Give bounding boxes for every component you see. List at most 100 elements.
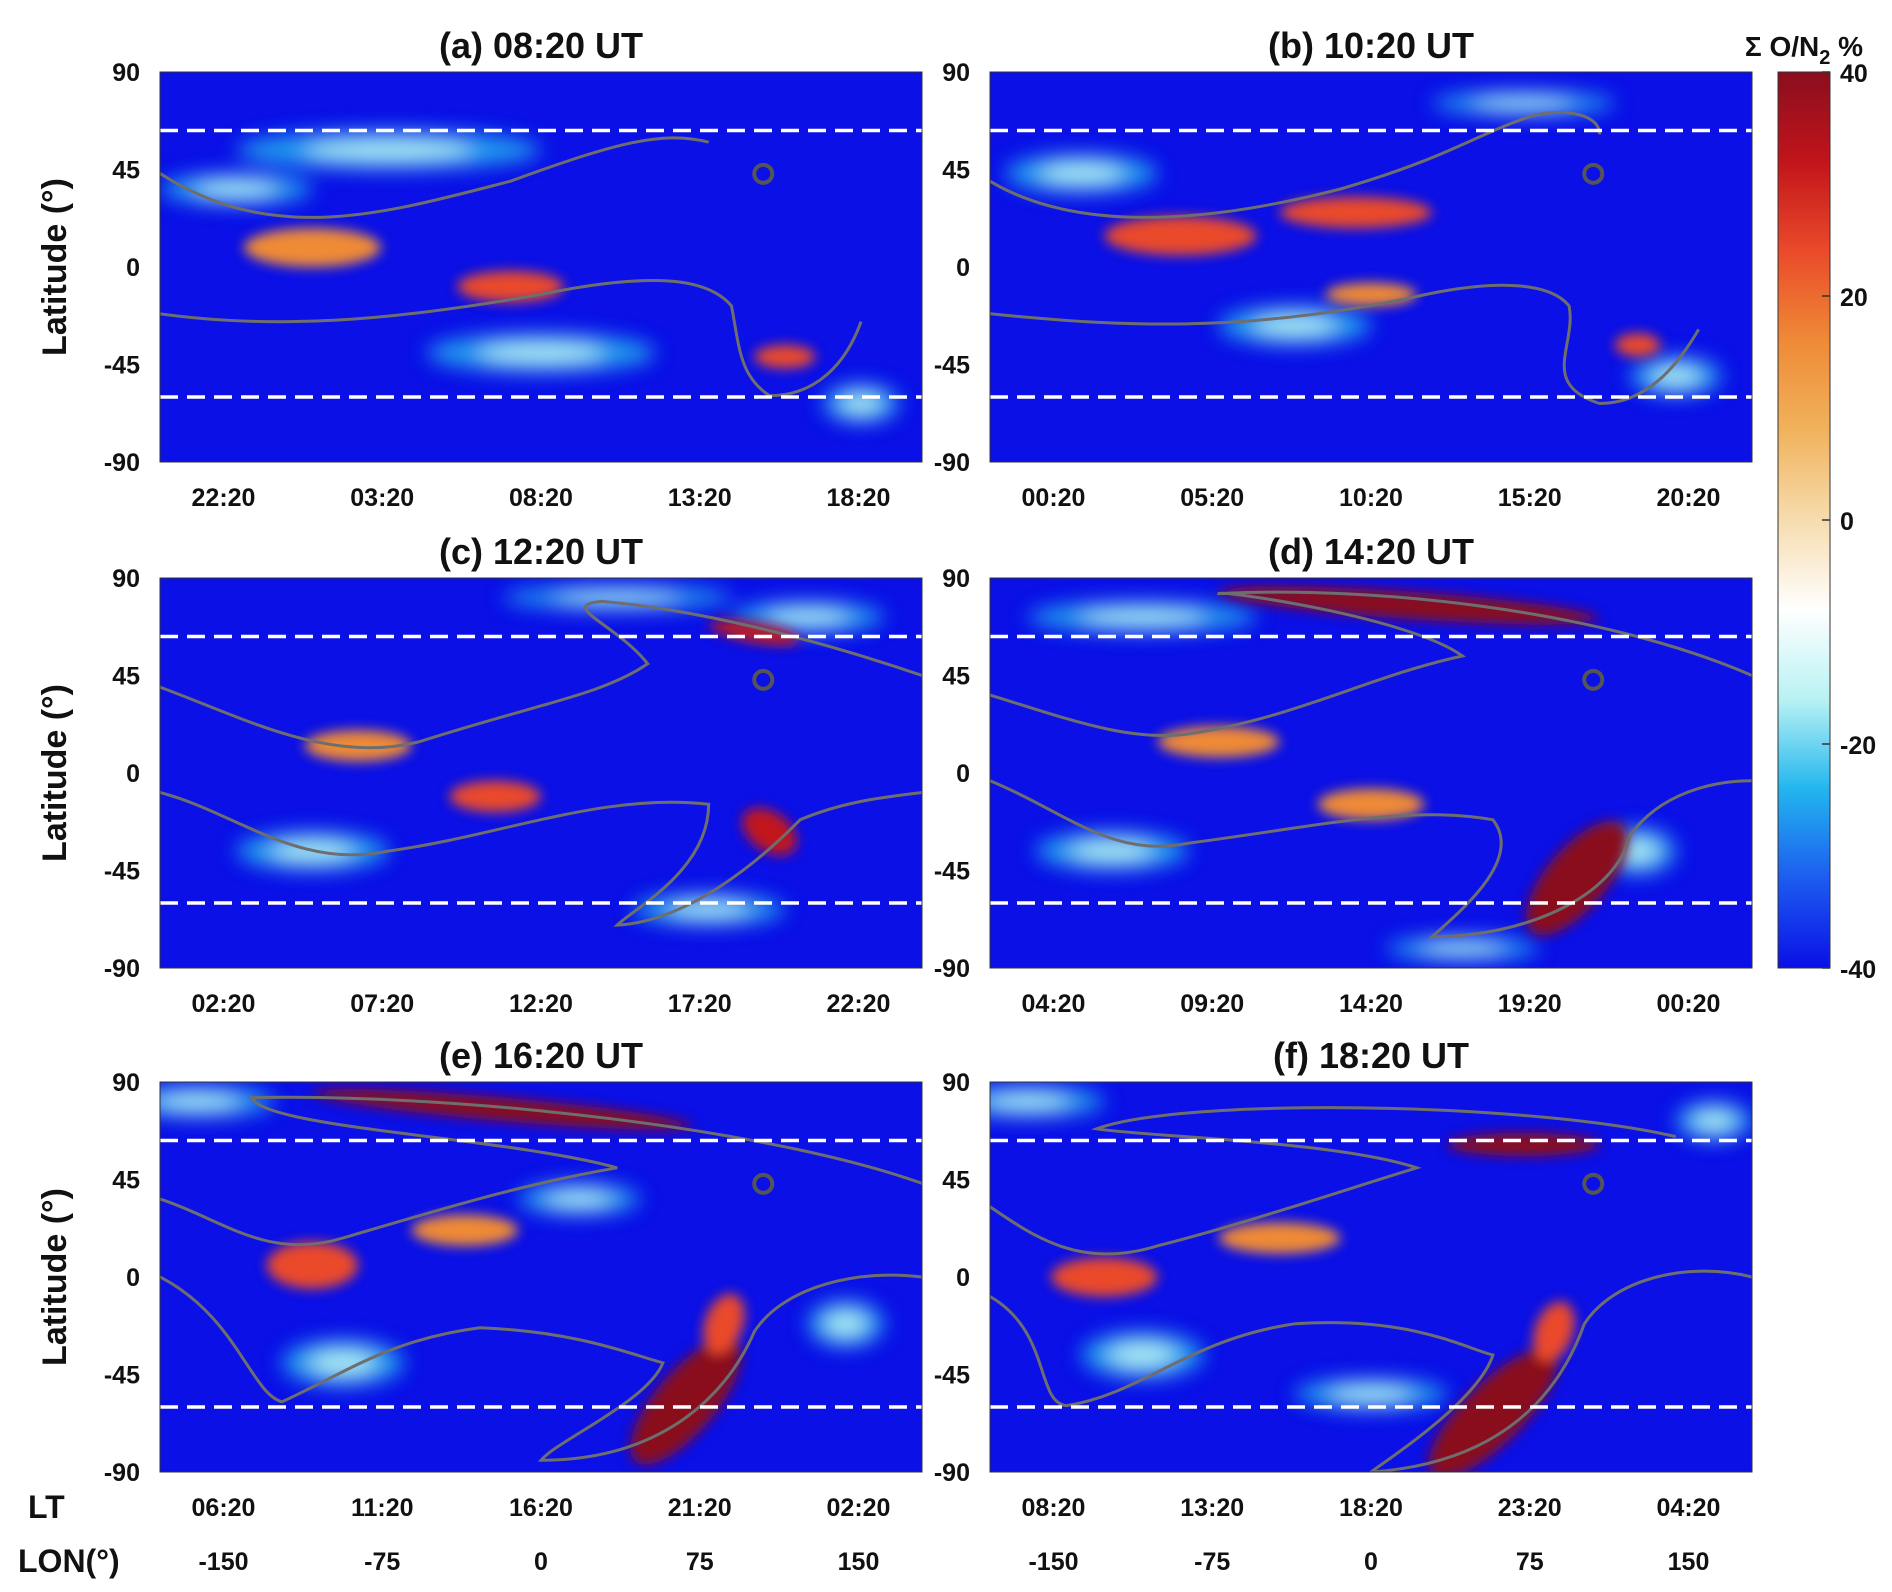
latitude-tick-label: 45	[942, 157, 970, 185]
longitude-tick-label: 75	[686, 1548, 714, 1576]
longitude-tick-label: -75	[1194, 1548, 1230, 1576]
heatmap-hotspot	[1317, 788, 1425, 820]
local-time-tick-label: 04:20	[1657, 1494, 1721, 1522]
plot-frame	[989, 71, 1753, 463]
longitude-tick-label: 0	[534, 1548, 548, 1576]
plot-frame	[159, 71, 923, 463]
heatmap-light-patch	[765, 608, 850, 626]
heatmap-hotspot	[1447, 1132, 1600, 1157]
colorbar-tick-label: 20	[1840, 284, 1868, 312]
heatmap-hotspot	[313, 1089, 693, 1130]
zero-contour-south	[990, 781, 1752, 937]
heatmap-light-patch	[309, 1349, 377, 1376]
panel-c: (c) 12:20 UT 90 45 0 -45 -90 Latitude (°) 02:20…	[36, 531, 923, 1018]
y-axis-label: Latitude (°)	[36, 1188, 74, 1366]
latitude-tick-label: 90	[112, 59, 140, 87]
station-marker	[1582, 1172, 1605, 1195]
heatmap-light-patch	[824, 1310, 867, 1337]
latitude-tick-label: 0	[126, 254, 140, 282]
longitude-tick-label: 150	[838, 1548, 880, 1576]
panel-d: (d) 14:20 UT 90 45 0 -45 -90 04:20 09:20 14:20 19…	[934, 531, 1753, 1018]
zero-contour-north	[160, 601, 922, 747]
local-time-tick-label: 13:20	[1180, 1494, 1244, 1522]
local-time-tick-label: 23:20	[1498, 1494, 1562, 1522]
heatmap-hotspot	[1218, 1222, 1341, 1254]
local-time-tick-label: 08:20	[1022, 1494, 1086, 1522]
heatmap-hotspot	[266, 1241, 359, 1289]
heatmap-field	[160, 72, 922, 462]
colorbar-tick-label: 0	[1840, 508, 1854, 536]
latitude-tick-label: 90	[942, 1069, 970, 1097]
latitude-tick-label: -90	[934, 1459, 970, 1487]
panel-e: (e) 16:20 UT 90 45 0 -45 -90 Latitude (°) 06:20…	[36, 1035, 923, 1576]
latitude-tick-label: 0	[956, 1264, 970, 1292]
longitude-tick-label: -75	[364, 1548, 400, 1576]
heatmap-hotspot	[304, 730, 412, 762]
panel-b: (b) 10:20 UT 90 45 0 -45 -90 00:20 05:20 10:20 15…	[934, 25, 1753, 512]
local-time-tick-label: 02:20	[192, 990, 256, 1018]
heatmap-light-patch	[478, 342, 604, 364]
heatmap-hotspot	[449, 780, 541, 813]
heatmap-hotspot	[1325, 282, 1417, 306]
station-marker	[1582, 162, 1605, 185]
heatmap-light-patch	[1108, 1342, 1176, 1368]
longitude-row-label: LON(°)	[18, 1543, 120, 1579]
local-time-tick-label: 10:20	[1339, 484, 1403, 512]
latitude-tick-label: 0	[956, 760, 970, 788]
latitude-tick-label: 90	[942, 59, 970, 87]
latitude-tick-label: 45	[112, 663, 140, 691]
heatmap-light-patch	[1070, 840, 1154, 862]
latitude-tick-label: -45	[104, 352, 140, 380]
longitude-tick-label: 150	[1668, 1548, 1710, 1576]
local-time-tick-label: 02:20	[827, 1494, 891, 1522]
heatmap-hotspot	[742, 807, 797, 856]
heatmap-hotspot	[1157, 726, 1280, 758]
latitude-tick-label: 45	[942, 663, 970, 691]
longitude-tick-label: 75	[1516, 1548, 1544, 1576]
latitude-tick-label: 45	[112, 1167, 140, 1195]
local-time-tick-label: 06:20	[192, 1494, 256, 1522]
panel-title: (b) 10:20 UT	[1268, 25, 1474, 66]
panel-f: (f) 18:20 UT 90 45 0 -45 -90 08:20 13:20 18:20 23…	[934, 1035, 1753, 1576]
heatmap-hotspot	[1428, 1349, 1558, 1472]
colorbar-tick-label: -20	[1840, 732, 1876, 760]
heatmap-field	[160, 1082, 922, 1472]
latitude-tick-label: 0	[126, 760, 140, 788]
local-time-tick-label: 09:20	[1180, 990, 1244, 1018]
heatmap-light-patch	[194, 180, 279, 198]
heatmap-light-patch	[1420, 942, 1505, 955]
latitude-tick-label: -45	[934, 858, 970, 886]
zero-contour-south	[160, 280, 861, 395]
latitude-tick-label: 45	[942, 1167, 970, 1195]
heatmap-light-patch	[554, 591, 681, 604]
zero-contour-south	[990, 285, 1699, 403]
colorbar: Σ O/N2 %40 20 0 -20 -40	[1745, 31, 1876, 984]
panel-title: (c) 12:20 UT	[439, 531, 643, 572]
plot-frame	[989, 1081, 1753, 1473]
latitude-tick-label: -45	[104, 1362, 140, 1390]
latitude-tick-label: -45	[104, 858, 140, 886]
colorbar-title: Σ O/N2 %	[1745, 31, 1863, 69]
latitude-tick-label: -90	[934, 955, 970, 983]
plot-frame	[159, 1081, 923, 1473]
heatmap-hotspot	[709, 620, 800, 646]
heatmap-light-patch	[160, 1092, 240, 1111]
heatmap-light-patch	[1650, 365, 1701, 387]
heatmap-light-patch	[1079, 608, 1206, 626]
local-time-tick-label: 17:20	[668, 990, 732, 1018]
local-time-tick-label: 15:20	[1498, 484, 1562, 512]
longitude-tick-label: 0	[1364, 1548, 1378, 1576]
latitude-tick-label: -90	[104, 955, 140, 983]
zero-contour-north	[990, 112, 1600, 217]
heatmap-light-patch	[304, 139, 473, 161]
zero-contour-south	[160, 1275, 922, 1460]
heatmap-light-patch	[1329, 1385, 1413, 1403]
heatmap-hotspot	[1219, 586, 1600, 625]
heatmap-hotspot	[411, 1214, 519, 1246]
local-time-tick-label: 03:20	[350, 484, 414, 512]
local-time-tick-label: 00:20	[1657, 990, 1721, 1018]
station-marker	[752, 668, 775, 691]
local-time-tick-label: 18:20	[827, 484, 891, 512]
latitude-tick-label: 0	[126, 1264, 140, 1292]
